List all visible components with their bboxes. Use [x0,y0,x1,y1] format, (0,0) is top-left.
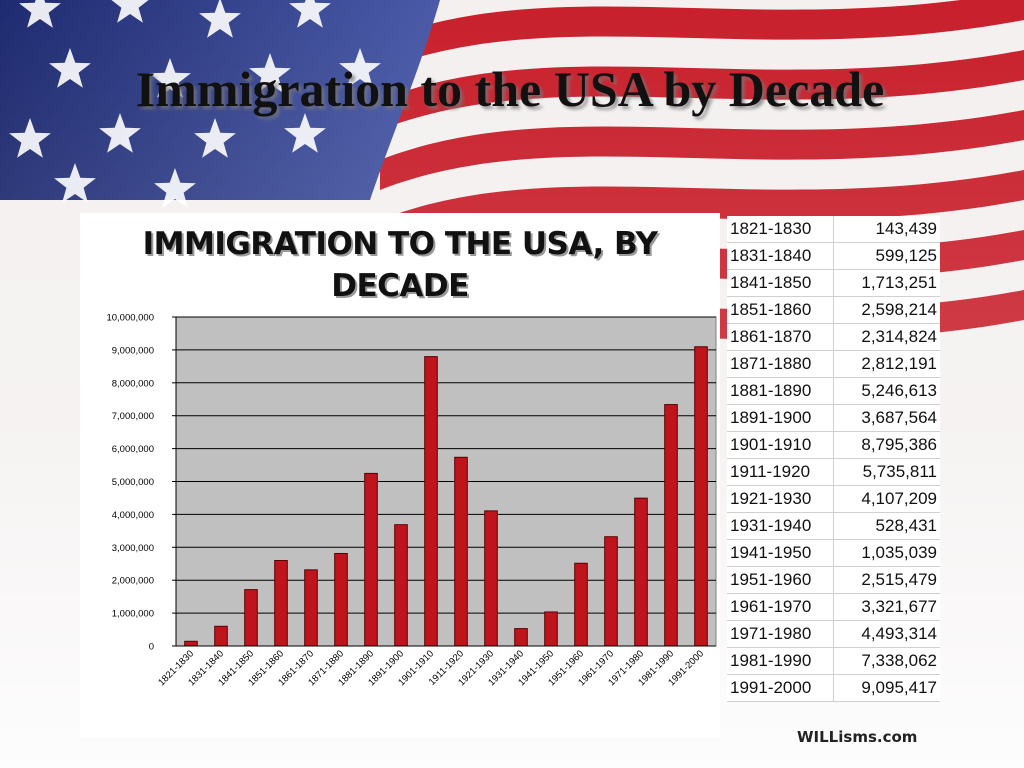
decade-cell: 1961-1970 [727,593,834,621]
immigrant-count-cell: 3,687,564 [833,404,940,432]
immigrant-count-cell: 5,246,613 [833,377,940,405]
decade-cell: 1951-1960 [727,566,834,594]
bar [604,536,618,647]
immigrant-count-cell: 143,439 [833,216,940,243]
y-tick-label: 2,000,000 [112,576,154,587]
immigrant-count-cell: 1,035,039 [833,539,940,567]
immigrant-count-cell: 599,125 [833,242,940,270]
table-row: 1831-1840 599,125 [727,242,940,270]
watermark: WILLisms.com [797,728,918,746]
bar [394,524,408,647]
table-row: 1841-1850 1,713,251 [727,269,940,297]
bar [484,510,498,647]
bar [184,640,198,647]
decade-cell: 1831-1840 [727,242,834,270]
bar [334,552,348,647]
immigrant-count-cell: 5,735,811 [833,458,940,486]
decade-cell: 1861-1870 [727,323,834,351]
table-row: 1981-1990 7,338,062 [727,647,940,675]
table-row: 1961-1970 3,321,677 [727,593,940,621]
table-row: 1851-1860 2,598,214 [727,296,940,324]
table-row: 1881-1890 5,246,613 [727,377,940,405]
table-row: 1901-1910 8,795,386 [727,431,940,459]
bar [454,456,468,647]
table-row: 1891-1900 3,687,564 [727,404,940,432]
table-row: 1971-1980 4,493,314 [727,620,940,648]
y-tick-label: 0 [149,642,154,653]
decade-cell: 1871-1880 [727,350,834,378]
bar [364,472,378,647]
decade-cell: 1971-1980 [727,620,834,648]
immigrant-count-cell: 8,795,386 [833,431,940,459]
immigrant-count-cell: 2,515,479 [833,566,940,594]
decade-cell: 1981-1990 [727,647,834,675]
table-row: 1931-1940 528,431 [727,512,940,540]
bar [664,404,678,647]
table-row: 1941-1950 1,035,039 [727,539,940,567]
bar [424,356,438,647]
immigrant-count-cell: 2,812,191 [833,350,940,378]
y-tick-label: 3,000,000 [112,543,154,554]
immigrant-count-cell: 3,321,677 [833,593,940,621]
y-tick-label: 4,000,000 [112,510,154,521]
immigrant-count-cell: 2,314,824 [833,323,940,351]
table-row: 1911-1920 5,735,811 [727,458,940,486]
immigrant-count-cell: 4,107,209 [833,485,940,513]
y-tick-label: 7,000,000 [112,411,154,422]
chart-title: IMMIGRATION TO THE USA, BY DECADE [142,226,658,304]
bar [574,562,588,647]
decade-cell: 1901-1910 [727,431,834,459]
decade-cell: 1841-1850 [727,269,834,297]
decade-cell: 1821-1830 [727,216,834,243]
decade-cell: 1891-1900 [727,404,834,432]
decade-cell: 1931-1940 [727,512,834,540]
immigrant-count-cell: 2,598,214 [833,296,940,324]
bar [244,589,258,647]
immigrant-count-cell: 7,338,062 [833,647,940,675]
immigrant-count-cell: 9,095,417 [833,674,940,702]
decade-cell: 1851-1860 [727,296,834,324]
slide-title: Immigration to the USA by Decade [135,61,885,117]
bar [214,625,228,647]
y-tick-label: 8,000,000 [112,378,154,389]
bar [634,497,648,647]
bar [514,628,528,647]
bar [544,611,558,647]
bar-chart: 0 1,000,000 2,000,000 3,000,000 4,000,000 5,0… [106,313,717,688]
table-row: 1861-1870 2,314,824 [727,323,940,351]
table-row: 1951-1960 2,515,479 [727,566,940,594]
table-row: 1921-1930 4,107,209 [727,485,940,513]
immigrant-count-cell: 528,431 [833,512,940,540]
bar [274,560,288,647]
decade-cell: 1941-1950 [727,539,834,567]
y-tick-label: 6,000,000 [112,444,154,455]
bar [304,569,318,647]
decade-cell: 1991-2000 [727,674,834,702]
immigration-table: 1821-1830 143,439 1831-1840 599,125 1841-185… [727,216,940,702]
bar [694,346,708,647]
decade-cell: 1911-1920 [727,458,834,486]
decade-cell: 1921-1930 [727,485,834,513]
y-tick-label: 5,000,000 [112,477,154,488]
decade-cell: 1881-1890 [727,377,834,405]
immigrant-count-cell: 4,493,314 [833,620,940,648]
immigrant-count-cell: 1,713,251 [833,269,940,297]
y-tick-label: 10,000,000 [106,313,154,324]
table-row: 1871-1880 2,812,191 [727,350,940,378]
table-row: 1991-2000 9,095,417 [727,674,940,702]
chart-panel: 0 1,000,000 2,000,000 3,000,000 4,000,000 5,0… [80,213,720,737]
y-tick-label: 1,000,000 [112,609,154,620]
table-row: 1821-1830 143,439 [727,216,940,243]
y-tick-label: 9,000,000 [112,345,154,356]
